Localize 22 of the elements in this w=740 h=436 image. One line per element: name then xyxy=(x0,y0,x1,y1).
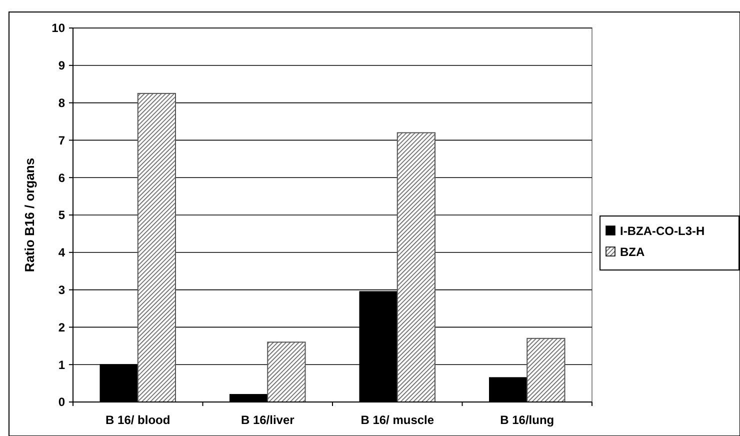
y-tick-label: 6 xyxy=(58,170,66,185)
x-tick-label: B 16/lung xyxy=(500,413,554,427)
bar xyxy=(137,92,176,402)
y-tick-label: 10 xyxy=(52,21,66,36)
y-tick-label: 4 xyxy=(58,246,66,260)
y-tick-label: 1 xyxy=(58,358,66,372)
y-tick-label: 5 xyxy=(58,208,66,222)
bar xyxy=(267,342,306,402)
x-tick-label: B 16/ muscle xyxy=(360,413,434,427)
bar xyxy=(526,338,566,402)
y-tick-label: 2 xyxy=(58,320,66,334)
legend-label: I-BZA-CO-L3-H xyxy=(620,224,705,238)
x-tick-label: B 16/liver xyxy=(240,413,295,427)
x-tick-label: B 16/ blood xyxy=(106,413,170,427)
y-tick-label: 7 xyxy=(58,133,66,148)
y-tick-label: 0 xyxy=(58,395,66,410)
y-tick-label: 9 xyxy=(58,58,66,73)
y-axis-title: Ratio B16 / organs xyxy=(22,158,37,272)
y-tick-label: 3 xyxy=(58,283,66,297)
y-tick-label: 8 xyxy=(58,96,66,110)
bar xyxy=(396,132,436,402)
legend-label: BZA xyxy=(620,245,645,260)
